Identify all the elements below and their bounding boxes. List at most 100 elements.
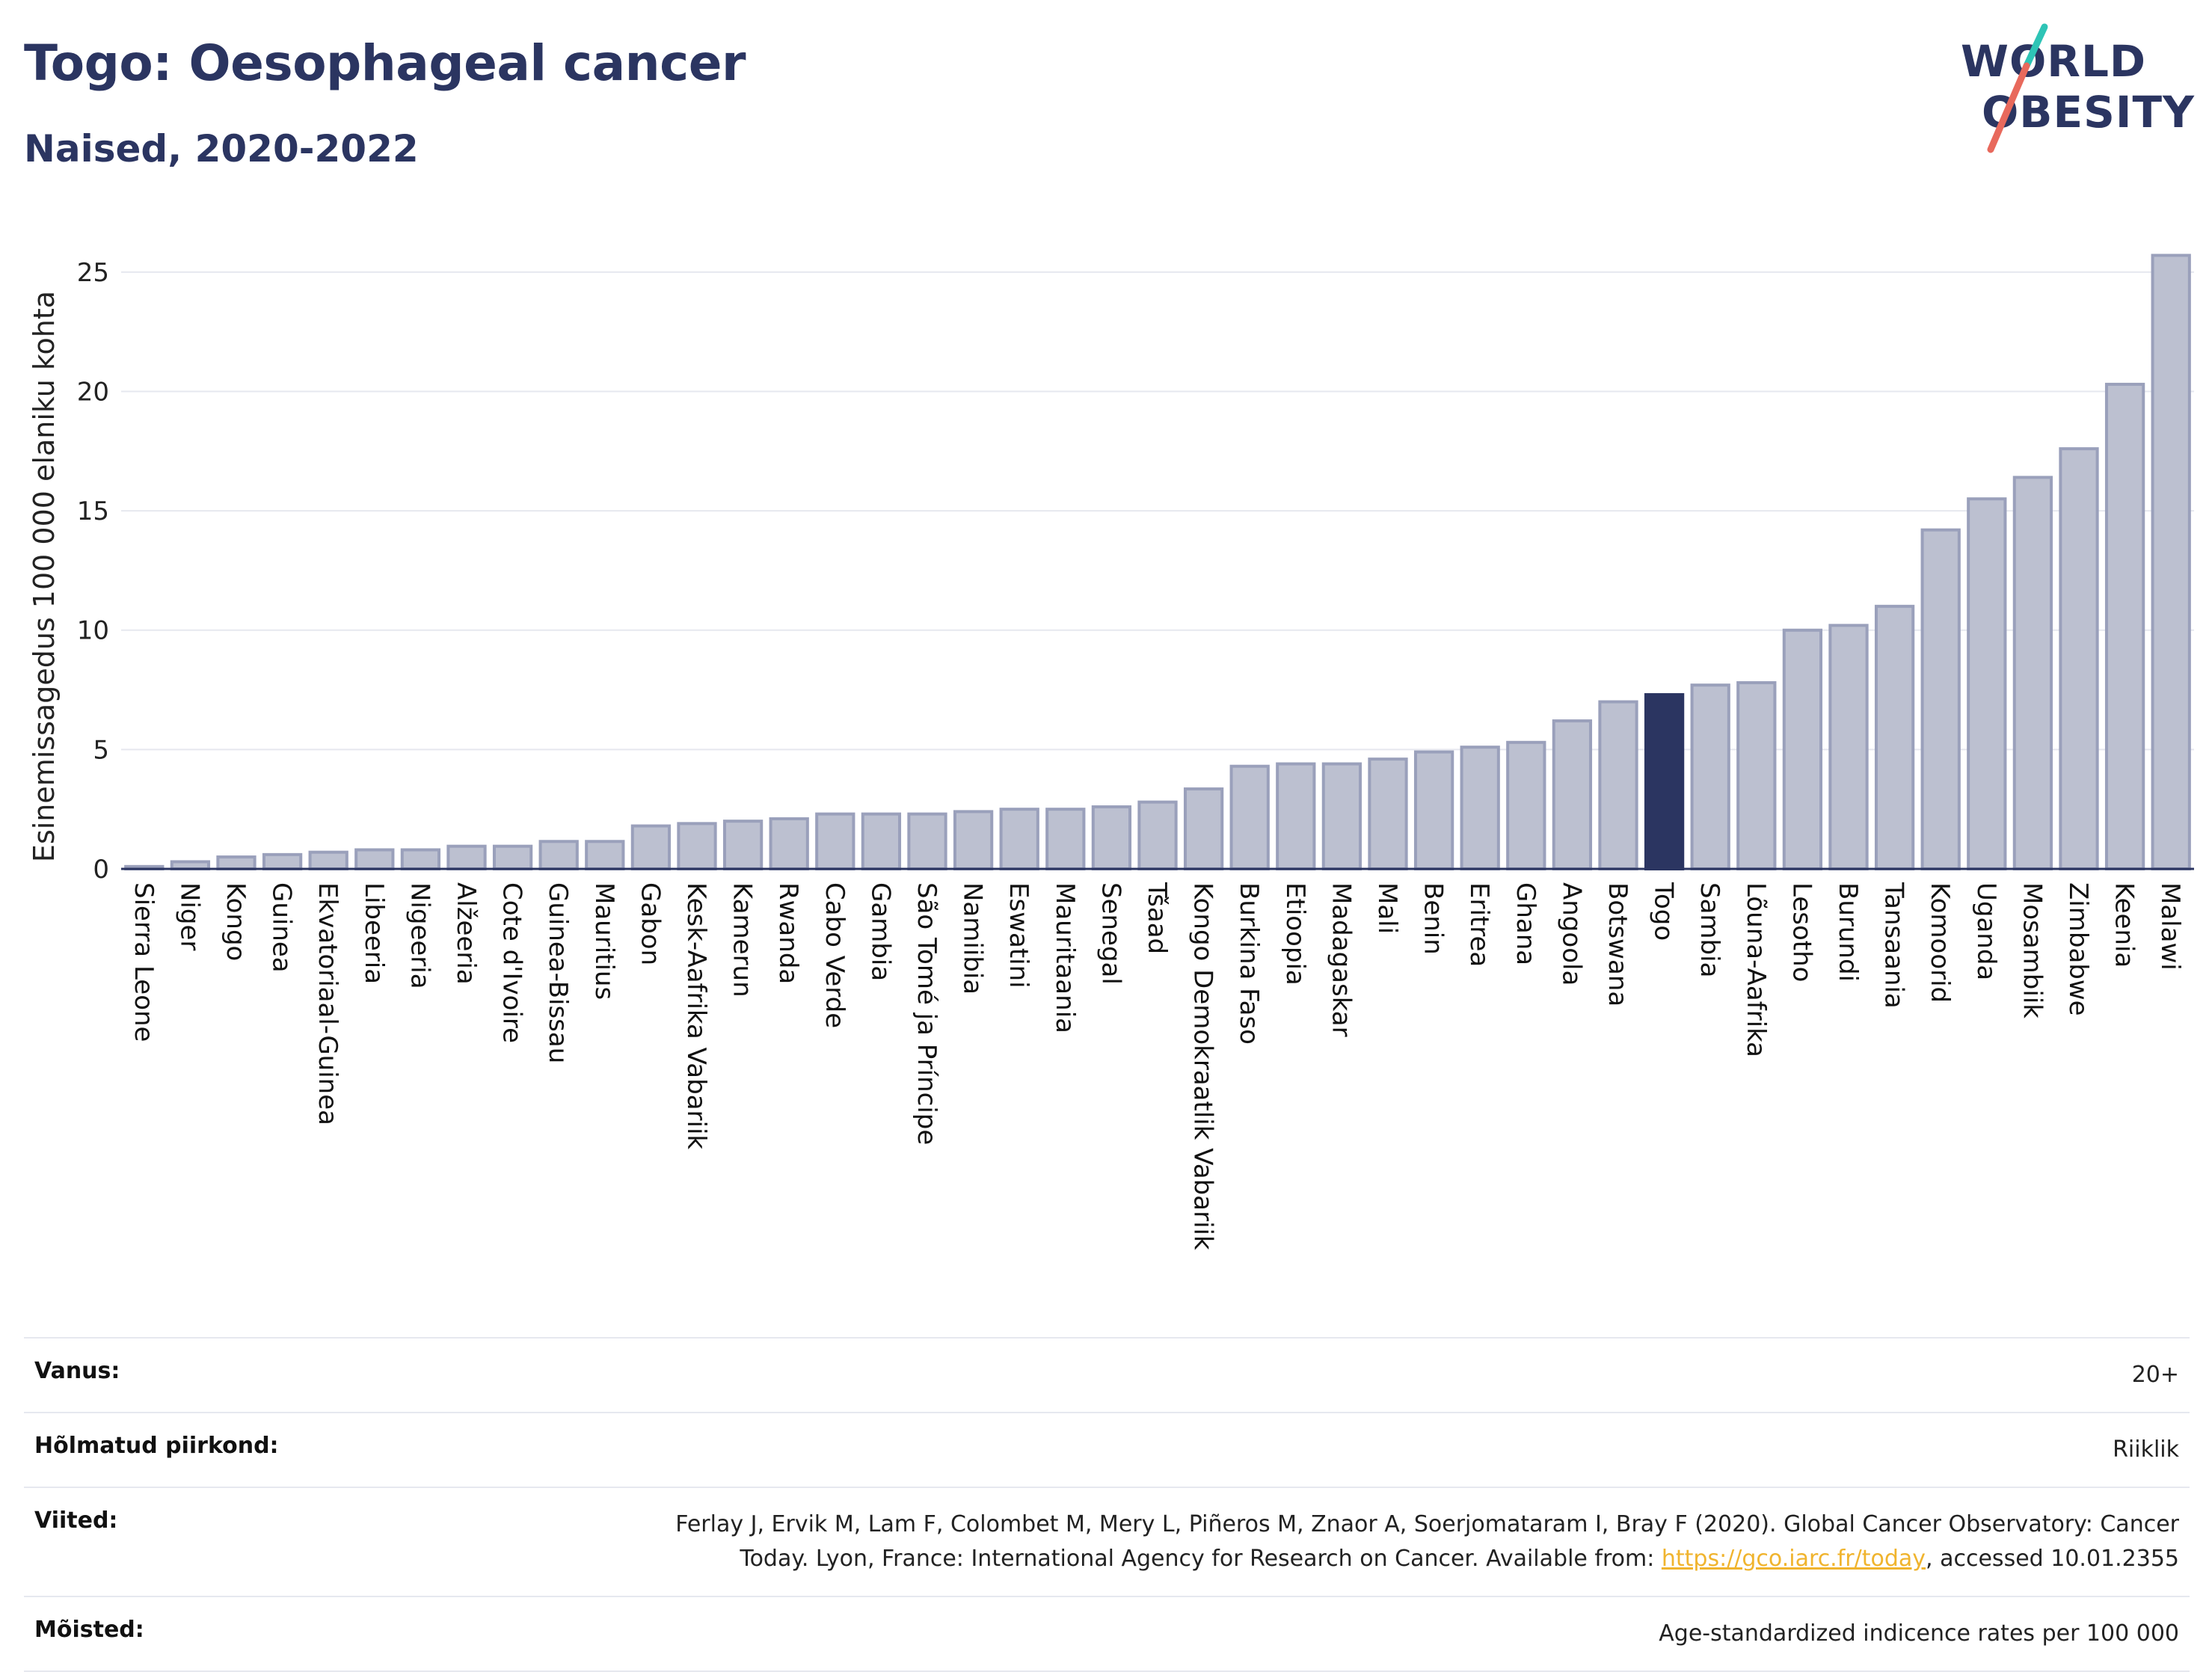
bar [538,840,579,870]
bar [1736,680,1777,870]
x-tick-label: Angoola [1556,882,1586,986]
reference-line-2: Today. Lyon, France: International Agenc… [740,1546,1662,1572]
x-tick-label: Nigeeria [405,882,434,989]
info-table: Vanus: 20+ Hõlmatud piirkond: Riiklik Vi… [24,1337,2190,1672]
info-label: Viited: [24,1487,344,1597]
y-tick-label: 5 [93,735,109,765]
bar [722,820,764,871]
bar [1229,764,1270,870]
x-tick-label: Kamerun [728,882,758,998]
bar [815,812,855,870]
x-tick-label: Eritrea [1464,882,1494,967]
reference-accessed: , accessed 10.01.2355 [1926,1546,2179,1572]
bar [2151,253,2191,870]
logo-slash-icon [1987,23,2048,153]
bar [907,812,947,870]
bar [1506,740,1546,871]
x-tick-label: Kongo Demokraatlik Vabariik [1188,882,1218,1250]
x-tick-label: Uganda [1971,882,2001,980]
bar [2104,382,2145,870]
x-tick-label: Togo [1649,882,1679,941]
x-tick-label: Gabon [635,882,665,965]
info-row-definitions: Mõisted: Age-standardized indicence rate… [24,1596,2190,1672]
x-tick-label: Keenia [2110,882,2139,968]
bar [2059,447,2099,870]
reference-link[interactable]: https://gco.iarc.fr/today [1661,1546,1926,1572]
x-tick-label: Tšaad [1142,882,1172,954]
info-row-references: Viited: Ferlay J, Ervik M, Lam F, Colomb… [24,1487,2190,1597]
bar [769,817,809,871]
info-value: 20+ [344,1337,2190,1413]
x-tick-label: Etioopia [1280,882,1310,986]
bar [1644,692,1685,870]
info-value: Ferlay J, Ervik M, Lam F, Colombet M, Me… [344,1487,2190,1597]
x-tick-label: Rwanda [773,882,803,984]
bar [1276,762,1316,871]
bar [1920,528,1961,870]
x-tick-label: Mosambiik [2017,882,2047,1018]
bar [262,852,303,871]
info-value: Age-standardized indicence rates per 100… [344,1596,2190,1672]
x-tick-label: Alžeeria [451,882,481,985]
logo-word-1: WORLD [1961,36,2147,87]
bar [1598,700,1638,870]
bar [1183,787,1224,870]
x-tick-label: Ghana [1511,882,1540,965]
bar [1045,808,1086,870]
page-subtitle: Naised, 2020-2022 [24,127,419,170]
y-axis-label: Esinemissagedus 100 000 elaniku kohta [28,291,61,862]
x-tick-label: Cote d'Ivoire [497,882,527,1043]
x-tick-label: Mauritius [589,882,619,1000]
x-tick-label: Gambia [865,882,895,981]
y-tick-label: 25 [77,258,109,288]
x-tick-label: Sierra Leone [129,882,159,1042]
x-tick-label: Senegal [1096,882,1125,985]
bar [308,850,348,871]
bar [1137,800,1178,871]
bar [1828,624,1869,870]
x-tick-label: Kongo [221,882,251,961]
x-tick-label: Ekvatoriaal-Guinea [313,882,342,1125]
x-tick-label: Malawi [2155,882,2185,971]
x-tick-label: Lõuna-Aafrika [1741,882,1771,1057]
x-tick-label: Lesotho [1787,882,1816,982]
x-tick-label: Eswatini [1004,882,1033,989]
bar [585,840,625,870]
bar [400,848,441,870]
y-tick-label: 10 [77,616,109,646]
y-tick-label: 20 [77,377,109,407]
x-tick-label: Sambia [1695,882,1724,977]
bar [861,812,902,870]
bar [492,844,533,871]
x-tick-label: Tansaania [1879,882,1909,1009]
bar [2012,476,2053,870]
reference-line-1: Ferlay J, Ervik M, Lam F, Colombet M, Me… [675,1511,2179,1537]
info-row-age: Vanus: 20+ [24,1337,2190,1413]
x-tick-label: Burkina Faso [1234,882,1264,1045]
x-tick-label: Kesk-Aafrika Vabariik [681,882,711,1149]
x-tick-label: Namiibia [958,882,988,995]
world-obesity-logo: WORLD OBESITY [1952,21,2199,163]
y-tick-label: 15 [77,497,109,526]
y-tick-label: 0 [93,855,109,885]
info-label: Mõisted: [24,1596,344,1672]
bar [1690,683,1730,870]
bar [1413,750,1454,871]
x-tick-label: Madagaskar [1326,882,1356,1037]
x-tick-label: Cabo Verde [820,882,850,1028]
bar [630,824,672,870]
x-tick-label: Botswana [1603,882,1632,1006]
x-tick-label: Benin [1419,882,1448,955]
x-tick-label: Guinea-Bissau [543,882,573,1063]
x-tick-label: Zimbabwe [2063,882,2093,1016]
page-title: Togo: Oesophageal cancer [24,34,746,92]
x-tick-label: São Tomé ja Príncipe [912,882,941,1145]
x-tick-label: Guinea [267,882,297,973]
bar [1782,628,1823,870]
x-tick-label: Libeeria [359,882,389,984]
bar [446,844,487,871]
x-tick-label: Burundi [1833,882,1863,982]
bar [999,808,1039,870]
bar-chart: 0 5 10 15 20 25 Esinemissagedus 100 000 elanik… [28,253,2194,1250]
bar [1368,757,1408,870]
